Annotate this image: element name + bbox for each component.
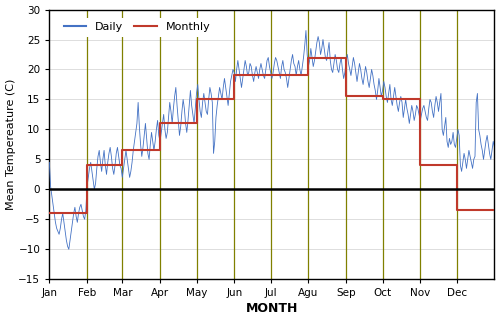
X-axis label: MONTH: MONTH	[246, 302, 298, 316]
Legend: Daily, Monthly: Daily, Monthly	[60, 18, 214, 37]
Y-axis label: Mean Tempereature (C): Mean Tempereature (C)	[6, 79, 16, 210]
